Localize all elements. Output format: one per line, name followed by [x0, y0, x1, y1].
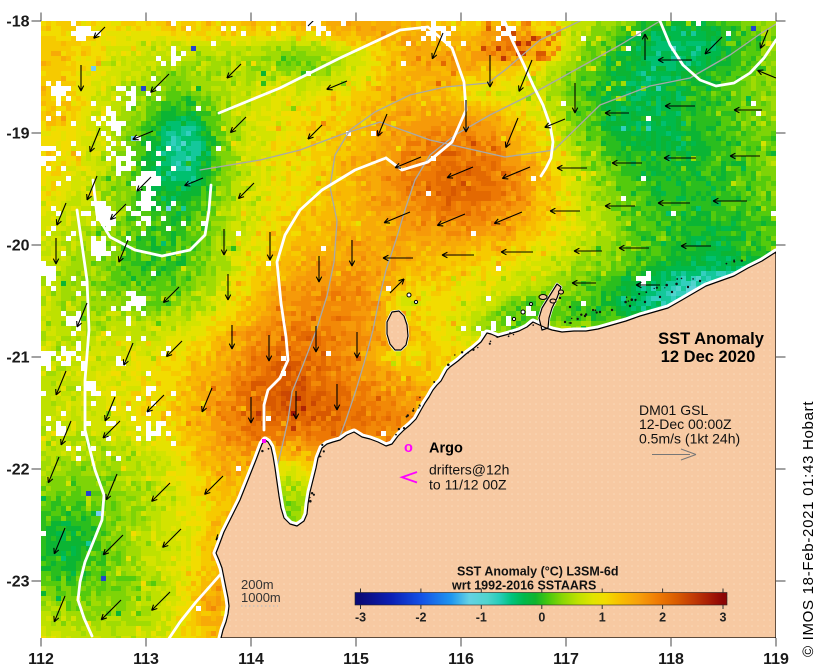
svg-text:113: 113: [133, 651, 159, 668]
svg-text:1000m: 1000m: [241, 590, 281, 605]
svg-text:-20: -20: [6, 238, 29, 255]
svg-text:12-Dec 00:00Z: 12-Dec 00:00Z: [639, 416, 732, 432]
svg-text:118: 118: [658, 651, 684, 668]
svg-text:© IMOS 18-Feb-2021 01:43 Hobar: © IMOS 18-Feb-2021 01:43 Hobart: [800, 401, 817, 657]
svg-text:3: 3: [720, 611, 727, 625]
svg-text:114: 114: [238, 651, 264, 668]
svg-text:2: 2: [659, 611, 666, 625]
svg-text:SST Anomaly: SST Anomaly: [658, 330, 765, 348]
svg-text:o: o: [404, 440, 413, 456]
svg-text:-3: -3: [355, 611, 366, 625]
svg-text:to 11/12 00Z: to 11/12 00Z: [429, 477, 507, 493]
svg-text:0.5m/s (1kt 24h): 0.5m/s (1kt 24h): [639, 431, 740, 447]
svg-text:Argo: Argo: [429, 441, 463, 457]
svg-text:117: 117: [553, 651, 579, 668]
svg-text:-22: -22: [6, 462, 29, 479]
svg-text:116: 116: [448, 651, 474, 668]
svg-text:-2: -2: [415, 611, 426, 625]
svg-text:SST Anomaly (°C) L3SM-6d: SST Anomaly (°C) L3SM-6d: [457, 565, 619, 579]
svg-text:12 Dec 2020: 12 Dec 2020: [661, 348, 756, 366]
svg-text:-21: -21: [6, 350, 29, 367]
svg-text:-23: -23: [6, 574, 29, 591]
svg-text:115: 115: [343, 651, 369, 668]
svg-text:0: 0: [538, 611, 545, 625]
svg-text:200m: 200m: [241, 577, 274, 592]
svg-text:112: 112: [28, 651, 54, 668]
svg-text:-19: -19: [6, 126, 29, 143]
svg-text:wrt 1992-2016 SSTAARS: wrt 1992-2016 SSTAARS: [451, 579, 596, 593]
svg-text:-18: -18: [6, 14, 29, 31]
svg-text:drifters@12h: drifters@12h: [429, 462, 509, 478]
svg-text:DM01 GSL: DM01 GSL: [639, 402, 708, 418]
svg-text:-1: -1: [476, 611, 487, 625]
svg-text:119: 119: [763, 651, 789, 668]
svg-text:1: 1: [599, 611, 606, 625]
